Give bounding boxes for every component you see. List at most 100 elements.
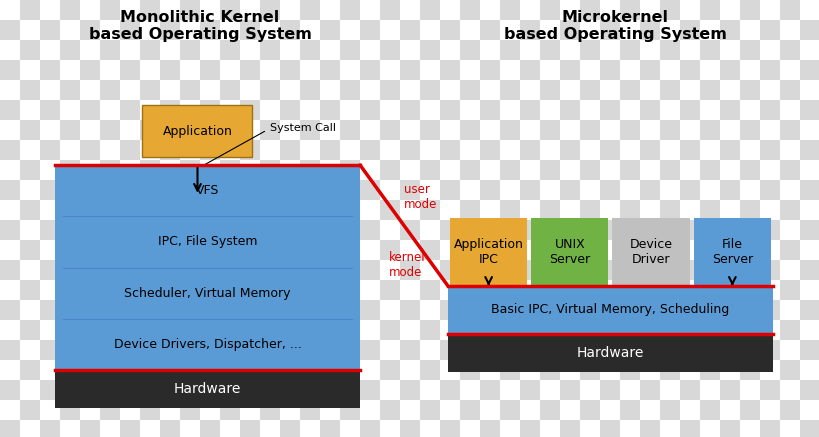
- Bar: [379, 120, 400, 140]
- Bar: [739, 400, 759, 420]
- Bar: [579, 80, 600, 100]
- Bar: [559, 380, 579, 400]
- Bar: [360, 60, 379, 80]
- Bar: [360, 140, 379, 160]
- Bar: [319, 100, 340, 120]
- Bar: [200, 380, 219, 400]
- Bar: [639, 20, 659, 40]
- Bar: [600, 260, 619, 280]
- Bar: [260, 400, 279, 420]
- Bar: [340, 320, 360, 340]
- Bar: [619, 0, 639, 20]
- Bar: [759, 340, 779, 360]
- Bar: [639, 60, 659, 80]
- Bar: [240, 220, 260, 240]
- Bar: [120, 60, 140, 80]
- Bar: [519, 60, 540, 80]
- Bar: [519, 420, 540, 437]
- Bar: [0, 420, 20, 437]
- Bar: [360, 220, 379, 240]
- Bar: [379, 200, 400, 220]
- Bar: [400, 300, 419, 320]
- Text: Device Drivers, Dispatcher, ...: Device Drivers, Dispatcher, ...: [113, 338, 301, 351]
- Bar: [639, 380, 659, 400]
- Bar: [619, 360, 639, 380]
- Text: Hardware: Hardware: [174, 382, 241, 396]
- Bar: [0, 340, 20, 360]
- Bar: [160, 180, 180, 200]
- Bar: [759, 140, 779, 160]
- Bar: [240, 260, 260, 280]
- Bar: [140, 120, 160, 140]
- Bar: [240, 140, 260, 160]
- Bar: [659, 40, 679, 60]
- Bar: [360, 380, 379, 400]
- Bar: [279, 260, 300, 280]
- Bar: [400, 340, 419, 360]
- Bar: [659, 200, 679, 220]
- Bar: [519, 140, 540, 160]
- Bar: [340, 80, 360, 100]
- Bar: [559, 220, 579, 240]
- Bar: [219, 320, 240, 340]
- Bar: [699, 0, 719, 20]
- Bar: [450, 218, 527, 286]
- Bar: [419, 0, 440, 20]
- Bar: [739, 120, 759, 140]
- Bar: [260, 120, 279, 140]
- Bar: [459, 280, 479, 300]
- Bar: [319, 180, 340, 200]
- Bar: [20, 80, 40, 100]
- Text: File
Server: File Server: [711, 238, 752, 266]
- Bar: [360, 100, 379, 120]
- Bar: [279, 220, 300, 240]
- Bar: [180, 120, 200, 140]
- Bar: [440, 380, 459, 400]
- Bar: [699, 40, 719, 60]
- Bar: [639, 300, 659, 320]
- Bar: [479, 140, 500, 160]
- Bar: [140, 40, 160, 60]
- Bar: [40, 20, 60, 40]
- Bar: [400, 220, 419, 240]
- Bar: [120, 300, 140, 320]
- Bar: [80, 220, 100, 240]
- Bar: [799, 260, 819, 280]
- Bar: [180, 240, 200, 260]
- Bar: [360, 300, 379, 320]
- Bar: [240, 340, 260, 360]
- Bar: [260, 80, 279, 100]
- Bar: [300, 40, 319, 60]
- Bar: [699, 240, 719, 260]
- Bar: [659, 0, 679, 20]
- Bar: [400, 60, 419, 80]
- Bar: [719, 340, 739, 360]
- Bar: [379, 400, 400, 420]
- Bar: [579, 160, 600, 180]
- Bar: [779, 0, 799, 20]
- Bar: [180, 80, 200, 100]
- Bar: [679, 220, 699, 240]
- Bar: [240, 100, 260, 120]
- Bar: [799, 300, 819, 320]
- Bar: [160, 260, 180, 280]
- Bar: [479, 420, 500, 437]
- Bar: [600, 420, 619, 437]
- Bar: [459, 400, 479, 420]
- Bar: [0, 260, 20, 280]
- Bar: [659, 160, 679, 180]
- Bar: [20, 40, 40, 60]
- Bar: [600, 380, 619, 400]
- Bar: [160, 140, 180, 160]
- Bar: [279, 300, 300, 320]
- Bar: [279, 100, 300, 120]
- Bar: [100, 240, 120, 260]
- Bar: [55, 165, 360, 370]
- Bar: [799, 100, 819, 120]
- Bar: [0, 60, 20, 80]
- Bar: [559, 420, 579, 437]
- Bar: [80, 260, 100, 280]
- Bar: [459, 160, 479, 180]
- Bar: [440, 340, 459, 360]
- Bar: [400, 20, 419, 40]
